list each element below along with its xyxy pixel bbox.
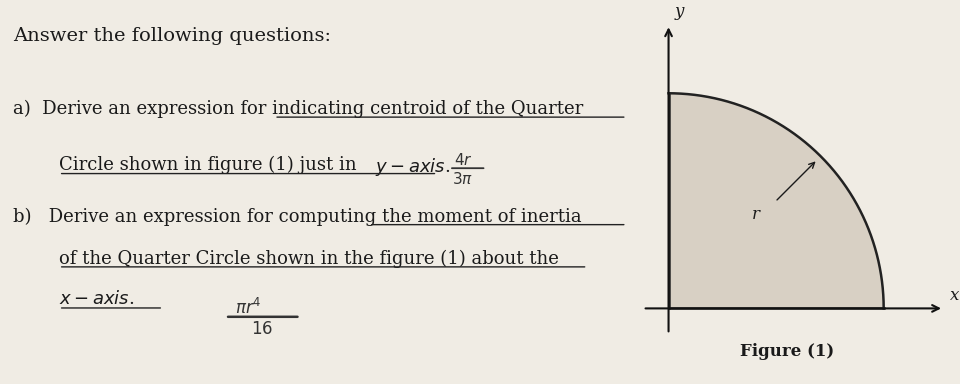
Text: a)  Derive an expression for indicating centroid of the Quarter: a) Derive an expression for indicating c…	[13, 100, 584, 118]
Text: $3\pi$: $3\pi$	[452, 171, 473, 187]
Text: Circle shown in figure (1) just in: Circle shown in figure (1) just in	[59, 156, 362, 174]
Text: Answer the following questions:: Answer the following questions:	[13, 27, 331, 45]
Text: $16$: $16$	[252, 321, 274, 338]
Text: y: y	[675, 3, 684, 20]
Text: $4r$: $4r$	[454, 152, 472, 168]
Polygon shape	[668, 93, 883, 308]
Text: x: x	[950, 287, 960, 304]
Text: b)   Derive an expression for computing the moment of inertia: b) Derive an expression for computing th…	[13, 207, 582, 226]
Text: of the Quarter Circle shown in the figure (1) about the: of the Quarter Circle shown in the figur…	[59, 250, 559, 268]
Text: Figure (1): Figure (1)	[740, 343, 834, 360]
Text: $\pi r^4$: $\pi r^4$	[235, 298, 261, 318]
Text: $y - axis$.: $y - axis$.	[375, 156, 451, 177]
Text: r: r	[752, 206, 759, 223]
Text: $x - axis$.: $x - axis$.	[59, 290, 134, 308]
